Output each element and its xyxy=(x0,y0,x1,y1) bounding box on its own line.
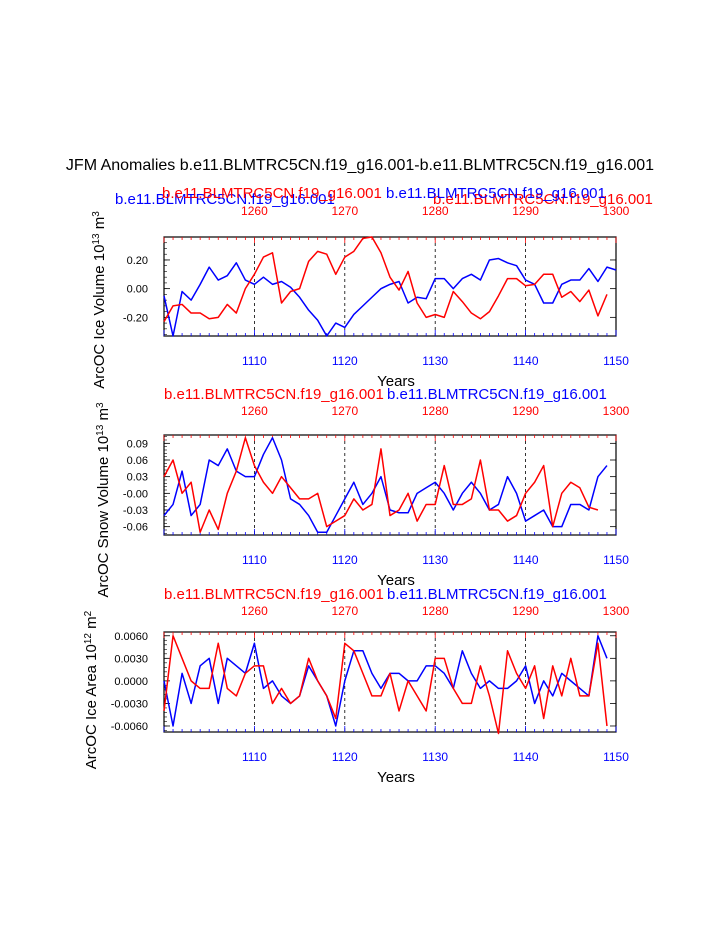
top-left-label: b.e11.BLMTRC5CN.f19_g16.001 xyxy=(164,586,384,603)
y-tick-label: -0.0060 xyxy=(111,721,148,733)
x-tick-label: 1140 xyxy=(513,553,539,567)
x-top-tick-label: 1260 xyxy=(241,604,268,618)
top-center-blue-label: b.e11.BLMTRC5CN.f19_g16.001 xyxy=(386,185,606,202)
y-tick-label: 0.0030 xyxy=(114,653,148,665)
x-tick-label: 1110 xyxy=(242,750,267,764)
y-tick-label: -0.20 xyxy=(123,312,148,324)
series-line-red xyxy=(163,437,599,533)
top-right-label: b.e11.BLMTRC5CN.f19_g16.001 xyxy=(433,191,653,208)
x-tick-label: 1130 xyxy=(422,750,448,764)
top-right-label: b.e11.BLMTRC5CN.f19_g16.001 xyxy=(387,386,607,403)
x-tick-label: 1150 xyxy=(603,354,629,368)
panel-ice-volume: 1110 1120 1130 1140 1150 1260 1270 1280 1290 1300… xyxy=(91,185,653,390)
plot-frame xyxy=(163,631,617,733)
x-tick-label: 1130 xyxy=(422,354,448,368)
top-right-label: b.e11.BLMTRC5CN.f19_g16.001 xyxy=(387,586,607,603)
x-axis-label: Years xyxy=(377,769,415,786)
x-tick-label: 1130 xyxy=(422,553,448,567)
x-top-tick-label: 1280 xyxy=(422,204,449,218)
y-tick-label: 0.0000 xyxy=(114,676,148,688)
top-left-label: b.e11.BLMTRC5CN.f19_g16.001 xyxy=(164,386,384,403)
x-top-tick-label: 1300 xyxy=(603,604,630,618)
x-top-tick-label: 1280 xyxy=(422,404,449,418)
y-axis-label: ArcOC Snow Volume 1013 m3 xyxy=(95,402,113,598)
x-top-tick-label: 1260 xyxy=(241,204,268,218)
x-tick-label: 1120 xyxy=(332,750,358,764)
y-tick-label: 0.20 xyxy=(127,255,148,267)
x-top-tick-label: 1290 xyxy=(512,204,539,218)
plot-frame xyxy=(163,434,617,536)
y-tick-label: 0.03 xyxy=(127,472,148,484)
top-left-label: b.e11.BLMTRC5CN.f19_g16.001 xyxy=(115,191,335,208)
x-top-tick-label: 1270 xyxy=(331,204,358,218)
panel-snow-volume: 1110 1120 1130 1140 1150 1260 1270 1280 1290 1300… xyxy=(95,386,630,598)
x-axis-label: Years xyxy=(377,373,415,390)
x-top-tick-label: 1280 xyxy=(422,604,449,618)
y-tick-label: 0.00 xyxy=(127,284,148,296)
x-tick-label: 1140 xyxy=(513,354,539,368)
y-axis-label: ArcOC Ice Area 1012 m2 xyxy=(83,610,101,769)
y-tick-label: -0.06 xyxy=(123,522,148,534)
x-top-tick-label: 1270 xyxy=(331,404,358,418)
series-line-blue xyxy=(163,437,608,533)
x-tick-label: 1110 xyxy=(242,553,267,567)
x-tick-label: 1120 xyxy=(332,553,358,567)
y-tick-label: 0.09 xyxy=(127,438,148,450)
y-tick-label: -0.03 xyxy=(123,505,148,517)
plot-frame xyxy=(163,236,617,337)
y-tick-label: -0.0030 xyxy=(111,698,148,710)
x-top-tick-label: 1300 xyxy=(603,204,630,218)
series-line-blue xyxy=(163,257,617,337)
x-top-tick-label: 1260 xyxy=(241,404,268,418)
y-tick-label: 0.06 xyxy=(127,455,148,467)
x-top-tick-label: 1290 xyxy=(512,404,539,418)
y-tick-label: 0.0060 xyxy=(114,631,148,643)
top-center-red-label: b.e11.BLMTRC5CN.f19_g16.001 xyxy=(162,185,382,202)
figure-title: JFM Anomalies b.e11.BLMTRC5CN.f19_g16.00… xyxy=(66,157,654,174)
series-line-red xyxy=(163,635,608,735)
x-tick-label: 1150 xyxy=(603,750,629,764)
series-line-red xyxy=(163,236,608,323)
x-top-tick-label: 1300 xyxy=(603,404,630,418)
y-tick-label: -0.00 xyxy=(123,488,148,500)
series-line-blue xyxy=(163,635,608,727)
x-axis-label: Years xyxy=(377,572,415,589)
x-tick-label: 1110 xyxy=(242,354,267,368)
x-tick-label: 1150 xyxy=(603,553,629,567)
x-top-tick-label: 1270 xyxy=(331,604,358,618)
x-tick-label: 1120 xyxy=(332,354,358,368)
panel-ice-area: 1110 1120 1130 1140 1150 1260 1270 1280 1290 1300… xyxy=(83,586,630,786)
x-tick-label: 1140 xyxy=(513,750,539,764)
x-top-tick-label: 1290 xyxy=(512,604,539,618)
y-axis-label: ArcOC Ice Volume 1013 m3 xyxy=(91,211,109,389)
